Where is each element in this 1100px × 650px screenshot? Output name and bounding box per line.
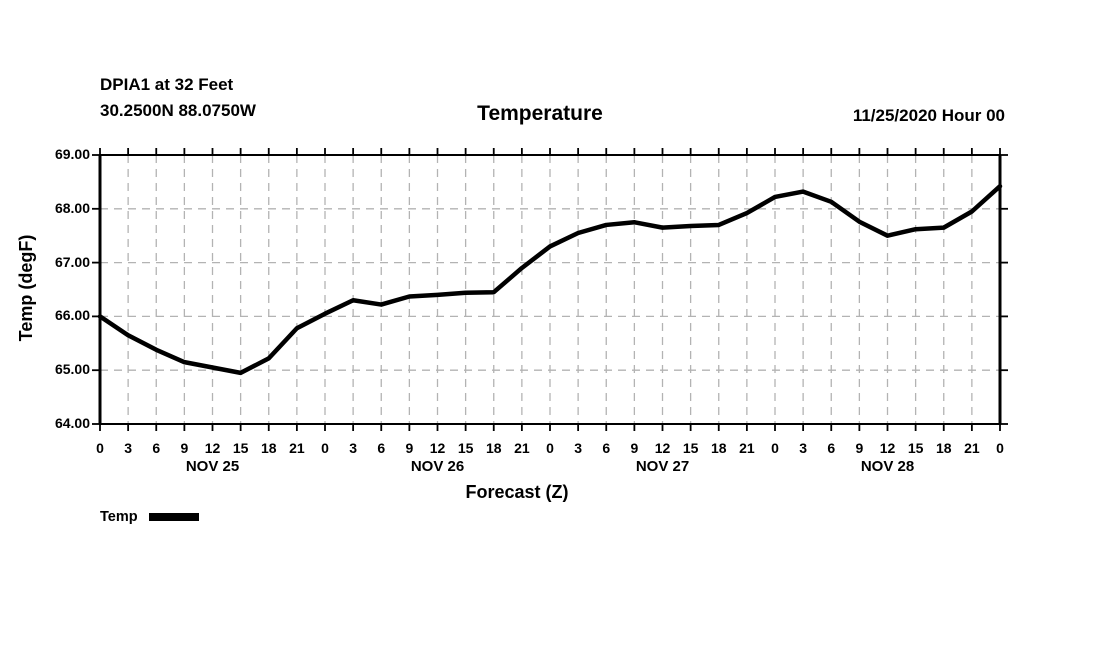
x-tick-label: 21 bbox=[739, 440, 755, 456]
x-tick-label: 0 bbox=[996, 440, 1004, 456]
x-tick-label: 6 bbox=[602, 440, 611, 456]
station-name: DPIA1 at 32 Feet bbox=[100, 75, 234, 94]
x-tick-label: 3 bbox=[799, 440, 808, 456]
day-label: NOV 28 bbox=[860, 458, 915, 475]
y-tick-label: 65.00 bbox=[54, 361, 90, 378]
y-tick-label: 64.00 bbox=[54, 415, 90, 431]
x-tick-label: 9 bbox=[630, 440, 639, 456]
legend: Temp bbox=[100, 509, 199, 525]
y-tick-label: 68.00 bbox=[54, 199, 90, 216]
x-tick-label: 0 bbox=[321, 440, 329, 456]
init-time: 11/25/2020 Hour 00 bbox=[852, 106, 1005, 125]
x-axis-label: Forecast (Z) bbox=[465, 482, 569, 502]
day-label: NOV 27 bbox=[635, 458, 690, 475]
station-coordinates: 30.2500N 88.0750W bbox=[100, 101, 256, 120]
x-tick-label: 6 bbox=[377, 440, 386, 456]
x-tick-label: 0 bbox=[96, 440, 104, 456]
x-tick-label: 21 bbox=[514, 440, 530, 456]
x-tick-label: 21 bbox=[289, 440, 305, 456]
legend-label: Temp bbox=[100, 509, 138, 525]
x-tick-label: 12 bbox=[879, 440, 896, 456]
x-tick-label: 0 bbox=[771, 440, 779, 456]
x-tick-label: 15 bbox=[232, 440, 249, 456]
x-tick-label: 3 bbox=[349, 440, 358, 456]
x-tick-label: 18 bbox=[260, 440, 277, 456]
x-tick-label: 21 bbox=[964, 440, 980, 456]
x-tick-label: 15 bbox=[907, 440, 924, 456]
y-tick-label: 67.00 bbox=[54, 253, 90, 270]
x-tick-label: 9 bbox=[180, 440, 189, 456]
x-tick-label: 12 bbox=[429, 440, 446, 456]
x-tick-label: 9 bbox=[855, 440, 864, 456]
legend-line-swatch bbox=[148, 513, 199, 521]
x-tick-label: 6 bbox=[152, 440, 161, 456]
x-tick-label: 9 bbox=[405, 440, 414, 456]
x-tick-label: 15 bbox=[457, 440, 474, 456]
y-tick-label: 69.00 bbox=[54, 146, 90, 162]
x-tick-label: 6 bbox=[827, 440, 836, 456]
x-tick-label: 18 bbox=[485, 440, 502, 456]
x-tick-label: 0 bbox=[546, 440, 554, 456]
day-label: NOV 26 bbox=[410, 458, 465, 475]
x-tick-label: 15 bbox=[682, 440, 699, 456]
x-tick-label: 12 bbox=[654, 440, 671, 456]
day-label: NOV 25 bbox=[185, 458, 240, 475]
x-tick-label: 18 bbox=[710, 440, 727, 456]
x-tick-label: 18 bbox=[935, 440, 952, 456]
x-tick-label: 3 bbox=[124, 440, 133, 456]
chart-title: Temperature bbox=[477, 102, 603, 125]
x-tick-label: 12 bbox=[204, 440, 221, 456]
temp-line bbox=[97, 183, 1003, 376]
x-tick-label: 3 bbox=[574, 440, 583, 456]
y-tick-label: 66.00 bbox=[54, 307, 90, 324]
